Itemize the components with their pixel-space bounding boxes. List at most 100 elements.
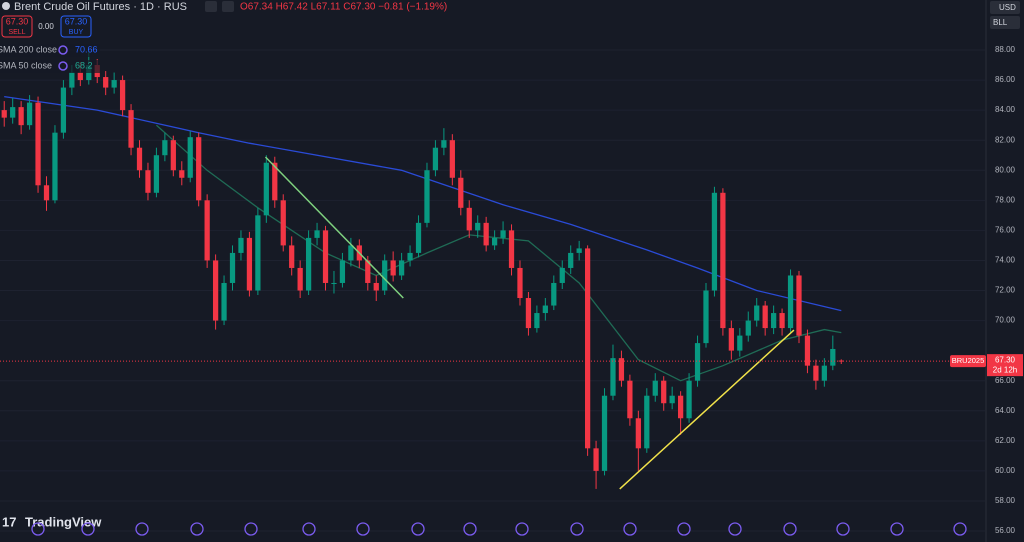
replay-icon (356, 522, 370, 536)
candle-body (458, 177, 464, 208)
replay-icon (570, 522, 584, 536)
replay-icon (677, 522, 691, 536)
replay-icon (244, 522, 258, 536)
legend-name: SMA 200 close (0, 44, 57, 54)
candle-body (128, 110, 134, 148)
candle-body (517, 267, 523, 299)
candle-body (610, 358, 616, 396)
y-tick-label: 84.00 (995, 105, 1016, 114)
candle-body (373, 282, 379, 291)
y-tick-label: 58.00 (995, 496, 1016, 505)
candle-body (314, 230, 320, 238)
candle-body (686, 380, 692, 419)
y-tick-label: 60.00 (995, 466, 1016, 475)
symbol-tag-label: BRU2025 (952, 356, 985, 365)
candle-body (390, 260, 396, 276)
candle-body (272, 162, 278, 201)
candle-body (339, 260, 346, 283)
candle-body (297, 267, 303, 291)
plot-area (0, 49, 985, 532)
symbol-tag (950, 355, 986, 368)
replay-icon (302, 522, 316, 536)
brand: TradingView (25, 514, 102, 529)
candle-body (813, 365, 819, 381)
candle-body (661, 380, 667, 404)
candle-body (289, 245, 295, 268)
candle-body (415, 222, 422, 253)
candle-body (584, 248, 591, 449)
brand-logo: 17 (2, 514, 16, 529)
y-tick-label: 82.00 (995, 135, 1016, 144)
trendline (264, 156, 404, 299)
candle-body (466, 207, 472, 231)
replay-icon (411, 522, 425, 536)
candle-body (398, 260, 405, 276)
candle-body (432, 147, 439, 171)
candle-body (559, 267, 565, 283)
candle-body (196, 137, 202, 201)
candle-body (77, 72, 83, 81)
candle-body (711, 192, 718, 291)
ohlc-values: O67.34 H67.42 L67.11 C67.30 −0.81 (−1.19… (240, 2, 447, 13)
candle-body (754, 305, 760, 321)
candle-body (720, 192, 726, 329)
candle-body (18, 107, 24, 126)
candle-body (441, 140, 447, 148)
candle-body (830, 348, 836, 366)
unit: BLL (993, 18, 1008, 27)
unit-button[interactable] (990, 16, 1020, 29)
candle-body (1, 110, 7, 118)
candle-body (26, 102, 33, 126)
currency: USD (999, 3, 1016, 12)
candle-body (322, 230, 329, 283)
currency-button[interactable] (990, 1, 1020, 14)
replay-icon (783, 522, 797, 536)
candle-body (694, 343, 701, 381)
candle-body (69, 72, 75, 88)
candle-body (348, 245, 354, 261)
candle-body (838, 360, 844, 362)
sma-line (155, 124, 842, 382)
candle-body (449, 140, 455, 178)
candle-body (821, 365, 827, 381)
legend-name: SMA 50 close (0, 60, 52, 70)
candle-body (483, 222, 489, 246)
y-tick-label: 62.00 (995, 436, 1016, 445)
buy-price: 67.30 (65, 16, 88, 26)
replay-icon (728, 522, 742, 536)
candle-body (43, 185, 50, 201)
y-tick-label: 86.00 (995, 75, 1016, 84)
candle-body (119, 80, 126, 111)
candle-body (635, 418, 641, 449)
candle-body (382, 260, 388, 291)
candle-body (145, 170, 151, 193)
candle-body (60, 87, 67, 133)
spread: 0.00 (38, 22, 54, 31)
candle-body (728, 328, 734, 351)
legend-value: 70.66 (75, 44, 98, 54)
sell-button[interactable] (1, 15, 33, 38)
replay-icon (623, 522, 637, 536)
countdown: 2d 12h (993, 365, 1017, 374)
candle-body (787, 275, 794, 329)
replay-icon (190, 522, 204, 536)
buy-button[interactable] (60, 15, 92, 38)
replay-icon (953, 522, 967, 536)
candle-body (534, 313, 540, 329)
candle-body (424, 170, 430, 223)
candle-body (52, 132, 58, 201)
candle-body (601, 395, 608, 471)
candle-body (255, 215, 261, 291)
candle-body (187, 137, 193, 178)
replay-icon (81, 522, 95, 536)
candle-body (280, 200, 286, 246)
candle-body (678, 395, 684, 419)
sell-label: SELL (8, 29, 25, 36)
candle-body (246, 237, 253, 291)
y-tick-label: 78.00 (995, 195, 1016, 204)
candle-body (136, 147, 143, 171)
candle-body (204, 200, 210, 261)
candle-body (568, 252, 574, 268)
candle-body (111, 80, 117, 88)
y-tick-label: 56.00 (995, 526, 1016, 535)
